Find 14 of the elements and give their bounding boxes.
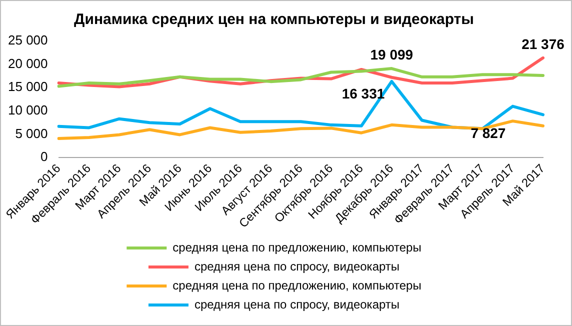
data-label: 21 376 <box>522 36 565 52</box>
legend-label: средняя цена по спросу, видеокарты <box>194 297 400 312</box>
legend-label: средняя цена по предложению, компьютеры <box>172 240 422 254</box>
y-tick-label: 15 000 <box>8 79 48 94</box>
legend-label: средняя цена по спросу, видеокарты <box>194 259 400 274</box>
y-tick-label: 0 <box>40 149 48 164</box>
y-tick-label: 10 000 <box>8 102 48 118</box>
chart-title: Динамика средних цен на компьютеры и видеокарты <box>74 11 474 28</box>
y-tick-label: 5 000 <box>15 126 48 141</box>
y-tick-label: 25 000 <box>8 32 48 48</box>
y-tick-label: 20 000 <box>8 56 48 71</box>
data-label: 7 827 <box>470 124 506 141</box>
legend-label: средняя цена по предложению, компьютеры <box>172 278 422 292</box>
data-label: 19 099 <box>370 46 414 62</box>
